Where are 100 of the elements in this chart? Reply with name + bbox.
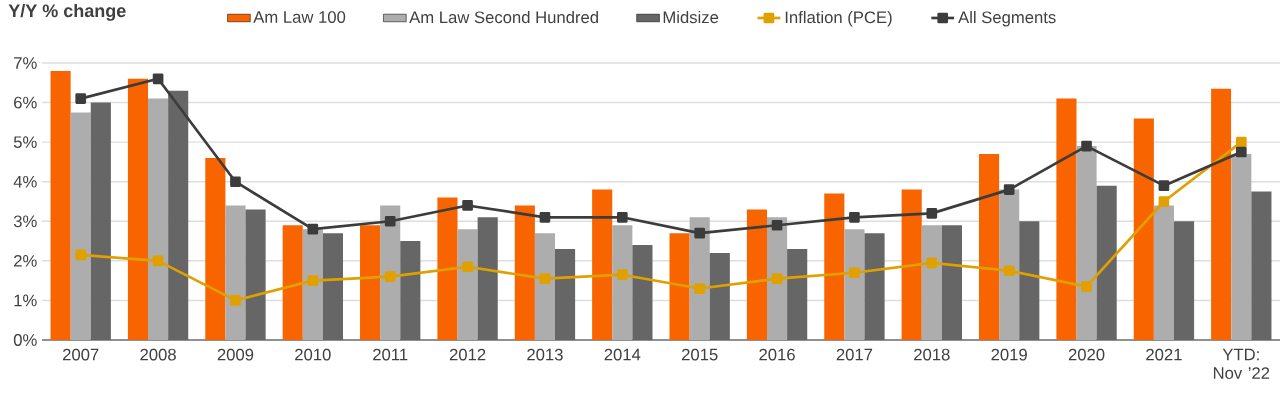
- bar: [1096, 185, 1117, 340]
- bar: [225, 205, 246, 340]
- bar: [360, 225, 381, 340]
- bar: [555, 248, 576, 340]
- bar: [1056, 98, 1077, 340]
- x-tick-label: 2011: [373, 348, 408, 361]
- bar: [1231, 154, 1252, 340]
- x-tick-label: 2018: [914, 348, 950, 361]
- x-tick-label: 2021: [1146, 348, 1182, 361]
- point: [307, 223, 319, 235]
- bar: [534, 233, 555, 340]
- point: [849, 267, 860, 279]
- bar: [70, 112, 91, 340]
- point: [230, 295, 241, 306]
- point: [384, 271, 396, 283]
- x-tick-label: 2007: [63, 348, 99, 361]
- point: [926, 208, 938, 219]
- point: [1235, 136, 1247, 148]
- point: [75, 93, 87, 104]
- bar: [50, 70, 71, 340]
- bar: [844, 229, 865, 340]
- x-tick-label: 2017: [836, 348, 873, 361]
- legend-label: All Segments: [958, 10, 1056, 27]
- bar: [921, 225, 942, 340]
- bar: [1019, 221, 1040, 340]
- point: [152, 255, 164, 267]
- point: [1158, 196, 1170, 207]
- bar: [1076, 146, 1097, 340]
- point: [771, 273, 783, 284]
- bar: [632, 245, 653, 340]
- bar: [709, 252, 730, 340]
- x-tick-label: 2010: [295, 348, 331, 361]
- x-tick-label: 2015: [681, 348, 718, 361]
- point: [539, 273, 551, 284]
- x-tick-label: 2016: [759, 348, 795, 361]
- point: [926, 257, 938, 269]
- x-tick-label: 2012: [449, 348, 486, 361]
- legend-label: Am Law 100: [253, 11, 346, 23]
- y-tick-label: 4%: [13, 175, 37, 188]
- point: [1081, 281, 1092, 292]
- y-tick-label: 3%: [13, 215, 37, 228]
- legend-label: Midsize: [663, 10, 719, 24]
- bar: [302, 229, 323, 340]
- point: [307, 275, 319, 286]
- x-tick-label: 2008: [140, 348, 176, 361]
- bar: [941, 225, 962, 340]
- bar: [787, 248, 808, 340]
- point: [152, 73, 164, 85]
- point: [1081, 140, 1092, 152]
- bar: [1153, 205, 1174, 340]
- bar: [901, 189, 922, 340]
- bar: [437, 197, 458, 340]
- point: [462, 200, 473, 211]
- y-tick-label: 6%: [14, 96, 37, 109]
- bar: [612, 225, 633, 340]
- point: [849, 211, 860, 223]
- bar: [205, 157, 226, 340]
- bar: [592, 189, 613, 340]
- bar: [746, 209, 767, 340]
- bar: [127, 78, 149, 340]
- bar: [245, 209, 266, 340]
- point: [616, 211, 628, 223]
- bar: [864, 233, 885, 340]
- bar: [979, 154, 1000, 340]
- point: [539, 211, 551, 223]
- point: [1235, 146, 1247, 158]
- bar: [322, 233, 344, 340]
- legend-label: Am Law Second Hundred: [409, 10, 598, 24]
- y-tick-label: 5%: [13, 136, 37, 148]
- x-tick-label: 2019: [991, 348, 1027, 361]
- x-tick-label: 2009: [217, 348, 254, 361]
- x-tick-label: 2020: [1068, 348, 1105, 361]
- bar: [514, 205, 535, 340]
- bar: [400, 241, 421, 340]
- point: [616, 269, 628, 281]
- y-tick-label: 0%: [13, 334, 37, 346]
- point: [75, 249, 87, 261]
- bar: [1251, 191, 1272, 340]
- bar: [669, 233, 690, 340]
- y-tick-label: 7%: [14, 57, 37, 69]
- point: [462, 261, 473, 273]
- point: [1158, 180, 1170, 191]
- bar: [1173, 221, 1195, 340]
- x-tick-label: 2014: [604, 348, 641, 361]
- legend-label: Inflation (PCE): [785, 10, 892, 27]
- bar: [999, 189, 1020, 340]
- bar: [168, 90, 189, 340]
- point: [230, 176, 241, 188]
- chart-title: Y/Y % change: [8, 3, 126, 21]
- point: [1003, 184, 1015, 195]
- point: [384, 215, 396, 227]
- y-tick-label: 2%: [14, 254, 37, 267]
- point: [771, 219, 783, 231]
- point: [1003, 265, 1015, 277]
- bar: [90, 102, 111, 340]
- bar: [477, 217, 498, 340]
- bar: [282, 225, 303, 340]
- point: [694, 283, 706, 294]
- bar: [824, 193, 845, 340]
- bar: [457, 229, 478, 340]
